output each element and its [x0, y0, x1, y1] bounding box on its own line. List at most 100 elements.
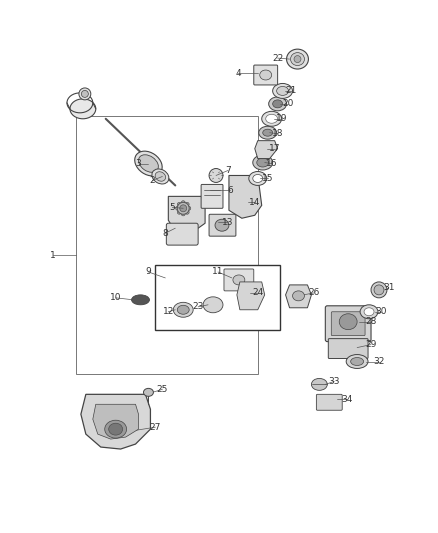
Text: 32: 32 [373, 357, 385, 366]
Ellipse shape [177, 203, 181, 206]
Text: 18: 18 [272, 129, 283, 138]
Text: 31: 31 [383, 284, 395, 293]
Text: 34: 34 [342, 395, 353, 404]
Ellipse shape [176, 206, 180, 211]
Ellipse shape [177, 210, 181, 214]
Polygon shape [168, 196, 205, 228]
FancyBboxPatch shape [325, 306, 371, 342]
Ellipse shape [257, 158, 268, 167]
Ellipse shape [79, 88, 91, 100]
Ellipse shape [105, 420, 127, 438]
Ellipse shape [138, 155, 159, 172]
Ellipse shape [155, 172, 166, 181]
Ellipse shape [253, 174, 263, 182]
Ellipse shape [351, 358, 364, 366]
Polygon shape [255, 141, 278, 158]
Ellipse shape [273, 100, 283, 108]
Text: 14: 14 [249, 198, 261, 207]
Ellipse shape [173, 302, 193, 317]
Text: 1: 1 [50, 251, 56, 260]
Ellipse shape [70, 99, 96, 119]
Text: 2: 2 [150, 176, 155, 185]
FancyBboxPatch shape [316, 394, 342, 410]
Ellipse shape [185, 203, 189, 206]
Ellipse shape [346, 354, 368, 368]
Text: 28: 28 [365, 317, 377, 326]
Text: 24: 24 [252, 288, 263, 297]
Ellipse shape [286, 49, 308, 69]
Text: 6: 6 [227, 186, 233, 195]
FancyBboxPatch shape [328, 338, 368, 359]
Polygon shape [229, 175, 262, 218]
Polygon shape [93, 404, 138, 439]
Polygon shape [286, 285, 311, 308]
Text: 22: 22 [272, 54, 283, 62]
Ellipse shape [266, 114, 278, 123]
FancyBboxPatch shape [209, 214, 236, 236]
Text: 11: 11 [212, 268, 224, 277]
Ellipse shape [203, 297, 223, 313]
Text: 9: 9 [145, 268, 151, 277]
Polygon shape [237, 282, 265, 310]
Text: 10: 10 [110, 293, 121, 302]
Ellipse shape [177, 305, 189, 314]
FancyBboxPatch shape [201, 184, 223, 208]
Text: 5: 5 [170, 203, 175, 212]
Ellipse shape [181, 212, 185, 216]
Text: 16: 16 [266, 159, 277, 168]
Text: 25: 25 [157, 385, 168, 394]
Ellipse shape [339, 314, 357, 330]
Text: 3: 3 [136, 159, 141, 168]
Ellipse shape [260, 70, 272, 80]
Ellipse shape [187, 206, 191, 211]
Text: 19: 19 [276, 114, 287, 123]
Polygon shape [81, 394, 150, 449]
Text: 20: 20 [282, 99, 293, 108]
Ellipse shape [263, 129, 273, 136]
Bar [155, 265, 279, 330]
FancyBboxPatch shape [331, 312, 365, 336]
Text: 15: 15 [262, 174, 273, 183]
Text: 8: 8 [162, 229, 168, 238]
Ellipse shape [233, 275, 245, 285]
Ellipse shape [135, 151, 162, 176]
Text: 23: 23 [192, 302, 204, 311]
Text: 27: 27 [150, 423, 161, 432]
Text: 30: 30 [375, 307, 387, 316]
Ellipse shape [209, 168, 223, 182]
Ellipse shape [364, 308, 374, 316]
Text: 26: 26 [309, 288, 320, 297]
Ellipse shape [181, 201, 185, 205]
FancyBboxPatch shape [254, 65, 278, 85]
Ellipse shape [360, 305, 378, 319]
Ellipse shape [177, 203, 189, 214]
Ellipse shape [277, 86, 289, 95]
Text: 33: 33 [328, 377, 340, 386]
Ellipse shape [185, 210, 189, 214]
Ellipse shape [293, 291, 304, 301]
Ellipse shape [180, 205, 187, 212]
Ellipse shape [152, 169, 169, 184]
Ellipse shape [253, 155, 273, 170]
Ellipse shape [311, 378, 327, 390]
Ellipse shape [374, 285, 384, 295]
Text: 7: 7 [225, 166, 231, 175]
Text: 12: 12 [162, 307, 174, 316]
Text: 13: 13 [222, 218, 234, 227]
Ellipse shape [273, 84, 293, 99]
Ellipse shape [249, 172, 267, 185]
Text: 21: 21 [286, 86, 297, 95]
Ellipse shape [109, 423, 123, 435]
Ellipse shape [131, 295, 149, 305]
Text: 29: 29 [365, 340, 377, 349]
Ellipse shape [81, 91, 88, 98]
FancyBboxPatch shape [166, 223, 198, 245]
Ellipse shape [144, 389, 153, 397]
FancyBboxPatch shape [224, 269, 254, 291]
Ellipse shape [268, 97, 286, 111]
Text: 4: 4 [235, 69, 241, 77]
Bar [76, 116, 258, 375]
Ellipse shape [294, 55, 301, 62]
Ellipse shape [215, 219, 229, 231]
Text: 17: 17 [269, 144, 280, 153]
